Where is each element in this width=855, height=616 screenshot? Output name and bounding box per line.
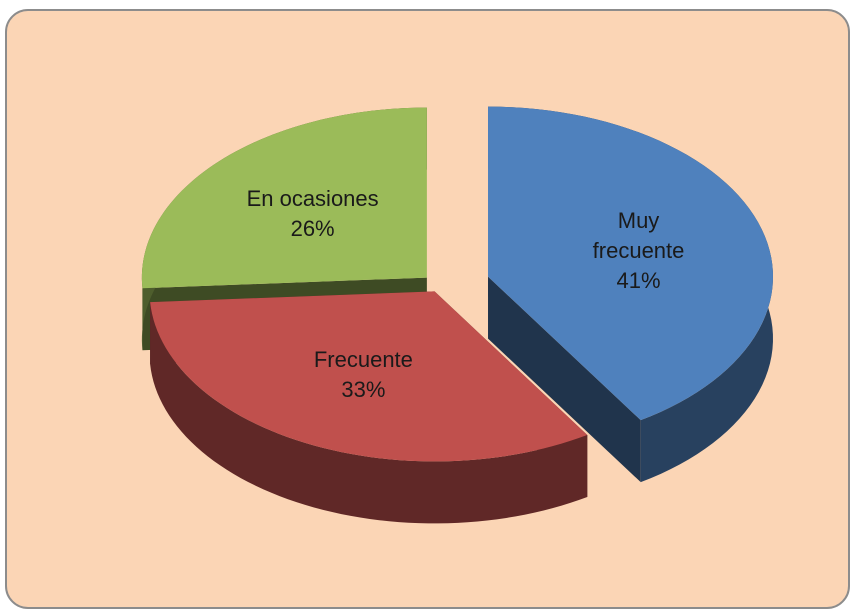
category-label: Frecuente xyxy=(313,346,413,372)
category-label: En ocasiones xyxy=(246,185,379,211)
category-label: Muy frecuente xyxy=(592,207,685,263)
value-label: 26% xyxy=(290,215,335,241)
slice xyxy=(141,107,427,289)
slice-label: Frecuente 33% xyxy=(278,345,448,405)
slice-label: En ocasiones 26% xyxy=(228,184,398,244)
slice-side xyxy=(150,302,588,524)
slice xyxy=(488,106,773,421)
slice-side xyxy=(488,276,641,483)
slice xyxy=(150,291,588,462)
slice-label: Muy frecuente 41% xyxy=(574,206,704,296)
value-label: 33% xyxy=(341,376,386,402)
value-label: 41% xyxy=(616,267,661,293)
